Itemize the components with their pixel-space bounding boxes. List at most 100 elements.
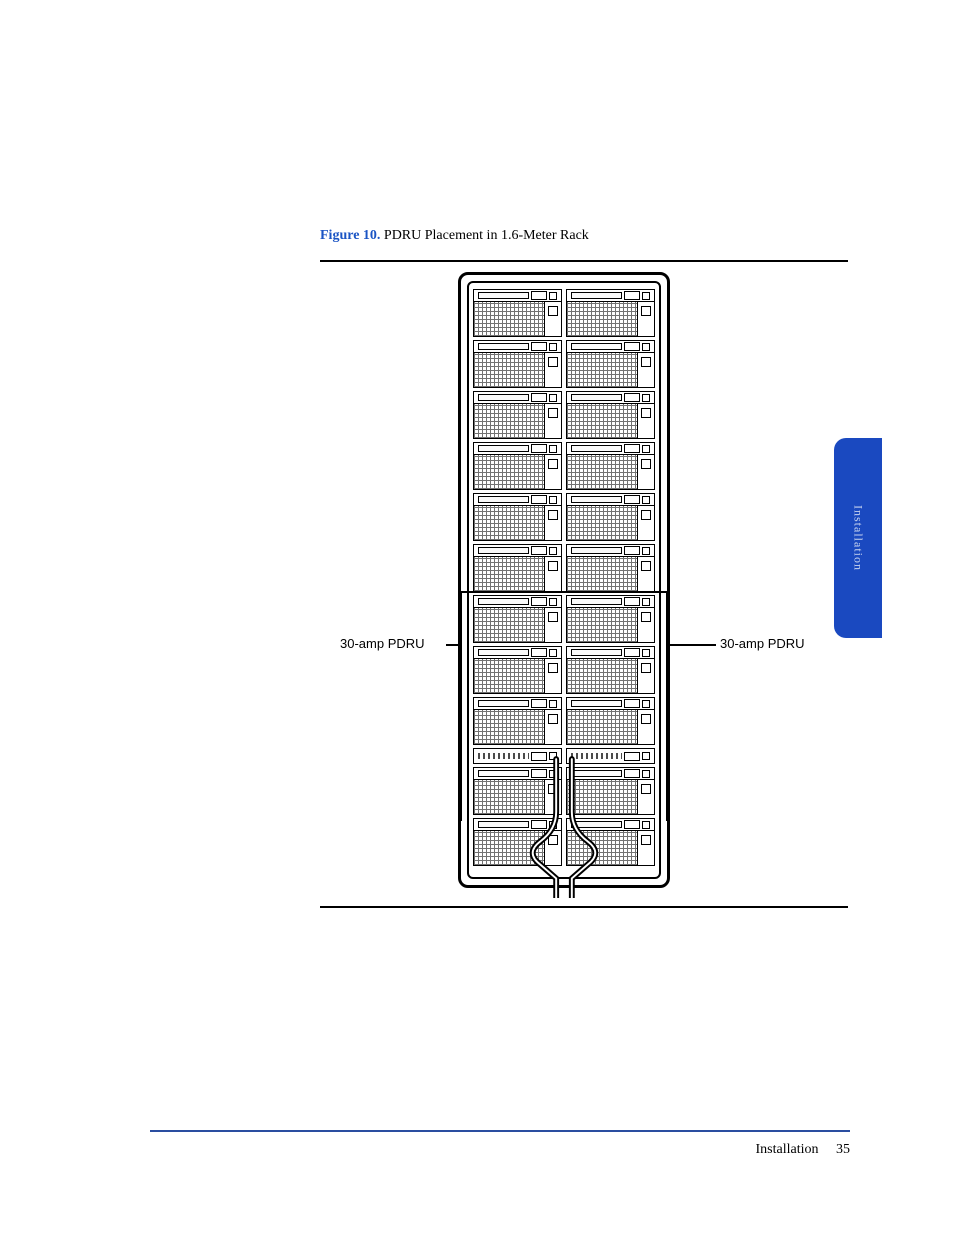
header-bar <box>571 445 622 452</box>
rack-unit <box>473 697 562 745</box>
header-bar <box>571 649 622 656</box>
figure-caption: Figure 10. PDRU Placement in 1.6-Meter R… <box>320 228 589 244</box>
unit-header <box>474 443 561 455</box>
rack-unit <box>473 767 562 815</box>
rack-row <box>473 340 655 388</box>
header-slot <box>624 546 640 555</box>
header-bar <box>478 770 529 777</box>
header-slot <box>531 752 547 761</box>
unit-header <box>474 494 561 506</box>
header-bar <box>478 343 529 350</box>
unit-side-panel <box>637 831 654 865</box>
header-slot <box>531 820 547 829</box>
header-square <box>642 445 650 453</box>
unit-header <box>474 819 561 831</box>
header-bar <box>478 649 529 656</box>
unit-header <box>567 819 654 831</box>
header-slot <box>624 699 640 708</box>
header-square <box>549 821 557 829</box>
header-bar <box>571 292 622 299</box>
rack-row <box>473 595 655 643</box>
unit-header <box>474 290 561 302</box>
rack-row <box>473 544 655 592</box>
rack-unit <box>566 767 655 815</box>
unit-side-panel <box>637 780 654 814</box>
header-square <box>549 445 557 453</box>
callout-left-line <box>446 644 460 646</box>
header-bar <box>571 821 622 828</box>
rack-unit <box>566 818 655 866</box>
unit-side-panel <box>544 659 561 693</box>
unit-side-panel <box>637 557 654 591</box>
document-page: Figure 10. PDRU Placement in 1.6-Meter R… <box>0 0 954 1235</box>
unit-header <box>474 341 561 353</box>
rack-outer-frame <box>458 272 670 888</box>
unit-header <box>474 749 561 763</box>
header-square <box>549 598 557 606</box>
header-bar <box>571 700 622 707</box>
header-slot <box>624 342 640 351</box>
unit-side-panel <box>637 353 654 387</box>
header-bar <box>478 445 529 452</box>
callout-left: 30-amp PDRU <box>340 636 425 651</box>
header-slot <box>531 495 547 504</box>
figure-bottom-rule <box>320 906 848 908</box>
header-square <box>642 700 650 708</box>
footer-section: Installation <box>756 1142 819 1157</box>
header-slot <box>624 597 640 606</box>
unit-side-panel <box>544 506 561 540</box>
unit-side-panel <box>637 404 654 438</box>
footer: Installation 35 <box>756 1142 851 1158</box>
section-tab-text: Installation <box>851 505 866 571</box>
rack-unit <box>473 340 562 388</box>
header-slot <box>624 820 640 829</box>
header-square <box>549 649 557 657</box>
unit-header <box>474 392 561 404</box>
rack-row <box>473 289 655 337</box>
header-square <box>642 821 650 829</box>
unit-side-panel <box>544 608 561 642</box>
unit-header <box>567 545 654 557</box>
figure-top-rule <box>320 260 848 262</box>
header-slot <box>531 291 547 300</box>
header-slot <box>531 546 547 555</box>
rack-row <box>473 442 655 490</box>
header-bar <box>571 343 622 350</box>
header-square <box>549 547 557 555</box>
rack-row <box>473 697 655 745</box>
header-bar <box>571 753 622 759</box>
unit-header <box>474 596 561 608</box>
header-bar <box>571 394 622 401</box>
header-slot <box>624 393 640 402</box>
rack-unit <box>566 748 655 764</box>
header-slot <box>624 495 640 504</box>
rack-unit <box>473 646 562 694</box>
unit-header <box>567 768 654 780</box>
rack-unit <box>566 289 655 337</box>
header-slot <box>531 769 547 778</box>
header-bar <box>478 496 529 503</box>
header-square <box>549 343 557 351</box>
unit-header <box>567 443 654 455</box>
unit-side-panel <box>637 302 654 336</box>
rack-unit <box>566 646 655 694</box>
unit-side-panel <box>544 831 561 865</box>
unit-header <box>567 698 654 710</box>
header-slot <box>531 444 547 453</box>
header-slot <box>531 597 547 606</box>
header-bar <box>571 770 622 777</box>
rack-row <box>473 818 655 866</box>
rack-unit <box>473 391 562 439</box>
header-slot <box>531 342 547 351</box>
unit-side-panel <box>544 455 561 489</box>
header-square <box>642 394 650 402</box>
rack-row <box>473 493 655 541</box>
unit-side-panel <box>637 608 654 642</box>
header-square <box>549 292 557 300</box>
rack-inner <box>467 281 661 879</box>
unit-header <box>567 647 654 659</box>
unit-side-panel <box>544 710 561 744</box>
unit-side-panel <box>637 710 654 744</box>
unit-side-panel <box>637 455 654 489</box>
header-slot <box>624 752 640 761</box>
